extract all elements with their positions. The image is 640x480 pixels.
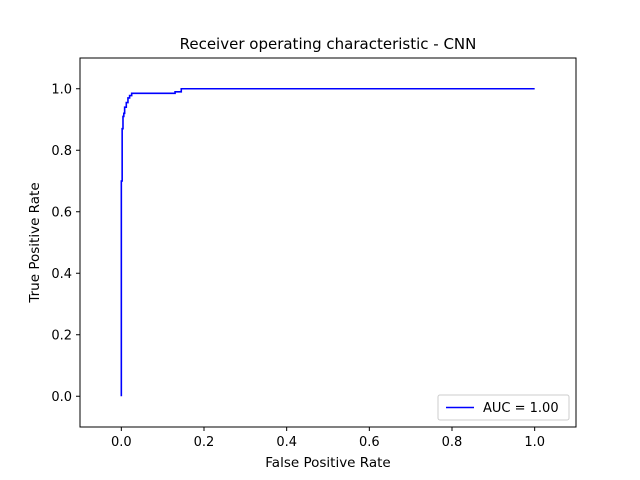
plot-frame [79, 57, 577, 428]
legend: AUC = 1.00 [437, 394, 570, 421]
y-tick-label: 0.4 [51, 267, 72, 282]
x-tick-label: 0.0 [111, 435, 132, 450]
x-tick-label: 1.0 [524, 435, 545, 450]
y-axis-label: True Positive Rate [27, 182, 43, 303]
roc-curve-line [120, 87, 535, 397]
x-tick-label: 0.2 [194, 435, 215, 450]
y-tick-label: 0.6 [51, 205, 72, 220]
y-tick-label: 0.8 [51, 144, 72, 159]
x-tick-label: 0.6 [359, 435, 380, 450]
y-tick-label: 0.2 [51, 328, 72, 343]
y-tick-label: 1.0 [51, 82, 72, 97]
plot-area: 0.0 0.2 0.4 0.6 0.8 1.0 0.0 0.2 0.4 0.6 0.8 1.0 [51, 57, 577, 450]
chart-title: Receiver operating characteristic - CNN [180, 35, 477, 53]
y-axis-ticks: 0.0 0.2 0.4 0.6 0.8 1.0 [51, 82, 80, 405]
series-layer [120, 87, 535, 397]
x-tick-label: 0.8 [442, 435, 463, 450]
x-axis-label: False Positive Rate [265, 455, 390, 471]
x-axis-ticks: 0.0 0.2 0.4 0.6 0.8 1.0 [111, 427, 545, 450]
x-tick-label: 0.4 [276, 435, 297, 450]
legend-label: AUC = 1.00 [483, 401, 559, 416]
legend-box [437, 394, 570, 421]
y-tick-label: 0.0 [51, 390, 72, 405]
